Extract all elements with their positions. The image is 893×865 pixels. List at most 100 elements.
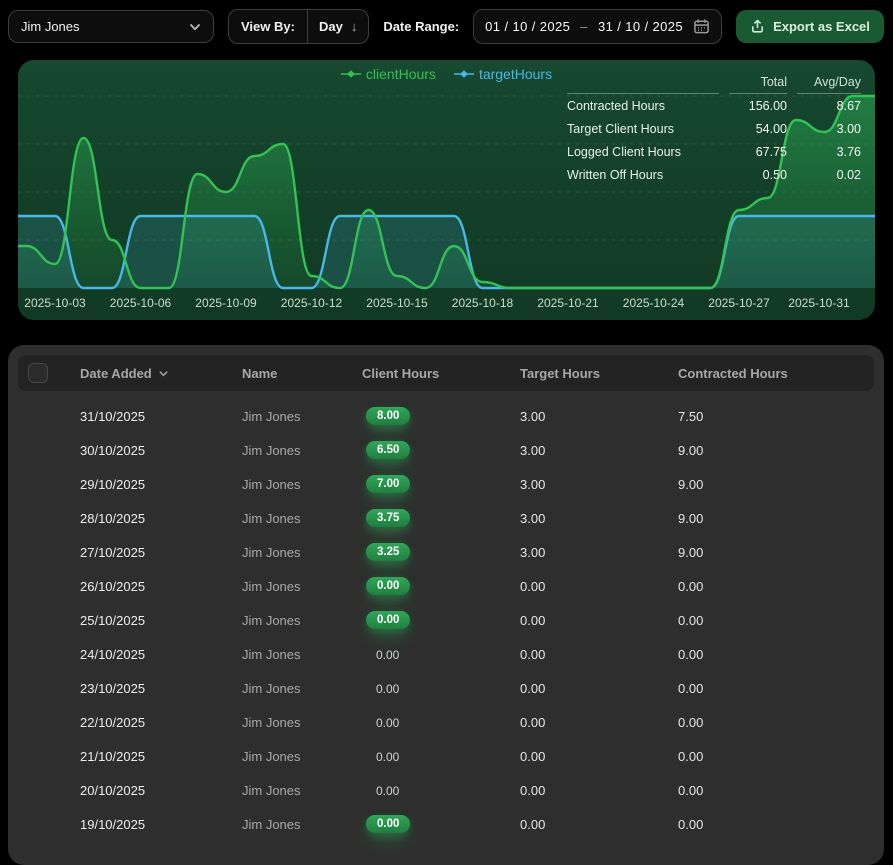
table-row[interactable]: 23/10/2025 Jim Jones 0.00 0.00 0.00: [18, 671, 874, 705]
stats-total-value: 54.00: [755, 121, 787, 136]
date-range-input[interactable]: 01 / 10 / 2025 – 31 / 10 / 2025: [473, 9, 723, 44]
cell-target-hours: 0.00: [520, 782, 546, 798]
cell-client-hours: 0.00: [362, 647, 520, 662]
date-range-end: 31 / 10 / 2025: [597, 19, 684, 34]
table-row[interactable]: 26/10/2025 Jim Jones 0.00 0.00 0.00: [18, 569, 874, 603]
client-hours-value: 0.00: [376, 749, 400, 764]
table-body: 31/10/2025 Jim Jones 8.00 3.00 7.50 30/10/202…: [8, 399, 884, 841]
stats-avg-value: 3.76: [836, 144, 861, 159]
table-row[interactable]: 31/10/2025 Jim Jones 8.00 3.00 7.50: [18, 399, 874, 433]
cell-contracted-hours: 0.00: [678, 714, 704, 730]
client-hours-value: 0.00: [376, 647, 400, 662]
person-select-value: Jim Jones: [21, 19, 80, 34]
stats-avg-value: 0.02: [836, 167, 861, 182]
column-header-date-added[interactable]: Date Added: [80, 366, 242, 381]
cell-date-added: 28/10/2025: [80, 510, 146, 526]
x-axis-tick: 2025-10-15: [366, 296, 428, 310]
client-hours-badge: 3.75: [366, 509, 411, 527]
hours-area-chart[interactable]: [18, 60, 875, 292]
person-select[interactable]: Jim Jones: [8, 10, 214, 43]
cell-client-hours: 3.75: [362, 509, 520, 527]
table-row[interactable]: 25/10/2025 Jim Jones 0.00 0.00 0.00: [18, 603, 874, 637]
x-axis-tick: 2025-10-27: [708, 296, 770, 310]
cell-client-hours: 0.00: [362, 681, 520, 696]
cell-name: Jim Jones: [242, 510, 301, 526]
cell-name: Jim Jones: [242, 680, 301, 696]
table-row[interactable]: 19/10/2025 Jim Jones 0.00 0.00 0.00: [18, 807, 874, 841]
cell-date-added: 24/10/2025: [80, 646, 146, 662]
cell-target-hours: 0.00: [520, 680, 546, 696]
x-axis-tick: 2025-10-03: [24, 296, 86, 310]
table-row[interactable]: 27/10/2025 Jim Jones 3.25 3.00 9.00: [18, 535, 874, 569]
chart-legend: clientHours targetHours: [18, 66, 875, 82]
cell-client-hours: 0.00: [362, 783, 520, 798]
stats-total-value: 0.50: [762, 167, 787, 182]
cell-name: Jim Jones: [242, 476, 301, 492]
cell-contracted-hours: 0.00: [678, 646, 704, 662]
column-header-contracted-hours[interactable]: Contracted Hours: [678, 365, 788, 381]
select-all-checkbox[interactable]: [28, 363, 48, 383]
view-by-group: View By: Day ↓: [228, 9, 370, 44]
cell-client-hours: 7.00: [362, 475, 520, 493]
column-header-target-hours[interactable]: Target Hours: [520, 365, 600, 381]
table-row[interactable]: 29/10/2025 Jim Jones 7.00 3.00 9.00: [18, 467, 874, 501]
column-header-client-hours[interactable]: Client Hours: [362, 365, 440, 381]
stats-total-value: 67.75: [755, 144, 787, 159]
table-row[interactable]: 24/10/2025 Jim Jones 0.00 0.00 0.00: [18, 637, 874, 671]
stats-header-avg-day: Avg/Day: [797, 70, 861, 94]
legend-item-targetHours[interactable]: targetHours: [453, 66, 552, 82]
cell-name: Jim Jones: [242, 612, 301, 628]
legend-item-clientHours[interactable]: clientHours: [340, 66, 436, 82]
date-range-separator: –: [580, 19, 588, 34]
cell-contracted-hours: 7.50: [678, 408, 704, 424]
client-hours-area: [18, 96, 875, 288]
stats-avg-value: 3.00: [836, 121, 861, 136]
cell-date-added: 25/10/2025: [80, 612, 146, 628]
client-hours-badge: 8.00: [366, 407, 411, 425]
legend-line-icon: [340, 70, 361, 78]
table-row[interactable]: 28/10/2025 Jim Jones 3.75 3.00 9.00: [18, 501, 874, 535]
date-range-start: 01 / 10 / 2025: [485, 19, 571, 34]
table-row[interactable]: 21/10/2025 Jim Jones 0.00 0.00 0.00: [18, 739, 874, 773]
table-row[interactable]: 20/10/2025 Jim Jones 0.00 0.00 0.00: [18, 773, 874, 807]
calendar-icon[interactable]: [693, 18, 710, 35]
cell-target-hours: 0.00: [520, 578, 546, 594]
stats-total-value: 156.00: [748, 98, 787, 113]
client-hours-badge: 6.50: [366, 441, 411, 459]
stats-row-label: Target Client Hours: [567, 121, 674, 136]
cell-name: Jim Jones: [242, 442, 301, 458]
cell-contracted-hours: 0.00: [678, 816, 704, 832]
cell-date-added: 22/10/2025: [80, 714, 146, 730]
x-axis-tick: 2025-10-31: [788, 296, 850, 310]
client-hours-badge: 7.00: [366, 475, 411, 493]
cell-target-hours: 0.00: [520, 816, 546, 832]
cell-contracted-hours: 9.00: [678, 510, 704, 526]
table-row[interactable]: 22/10/2025 Jim Jones 0.00 0.00 0.00: [18, 705, 874, 739]
cell-client-hours: 0.00: [362, 715, 520, 730]
view-by-select[interactable]: Day ↓: [308, 10, 368, 43]
cell-client-hours: 0.00: [362, 611, 520, 629]
cell-date-added: 21/10/2025: [80, 748, 146, 764]
cell-name: Jim Jones: [242, 816, 301, 832]
cell-contracted-hours: 9.00: [678, 476, 704, 492]
cell-date-added: 27/10/2025: [80, 544, 146, 560]
stats-row-label: Logged Client Hours: [567, 144, 681, 159]
client-hours-badge: 3.25: [366, 543, 411, 561]
cell-client-hours: 0.00: [362, 749, 520, 764]
x-axis-tick: 2025-10-24: [622, 296, 685, 310]
export-excel-button[interactable]: Export as Excel: [736, 10, 884, 43]
chevron-down-icon: [190, 23, 200, 30]
cell-name: Jim Jones: [242, 748, 301, 764]
cell-date-added: 23/10/2025: [80, 680, 146, 696]
column-header-name[interactable]: Name: [242, 365, 278, 381]
cell-name: Jim Jones: [242, 544, 301, 560]
cell-name: Jim Jones: [242, 578, 301, 594]
cell-target-hours: 3.00: [520, 442, 546, 458]
cell-contracted-hours: 0.00: [678, 612, 704, 628]
cell-contracted-hours: 9.00: [678, 544, 704, 560]
table-row[interactable]: 30/10/2025 Jim Jones 6.50 3.00 9.00: [18, 433, 874, 467]
x-axis-tick: 2025-10-09: [195, 296, 257, 310]
x-axis-tick: 2025-10-06: [109, 296, 172, 310]
client-hours-badge: 0.00: [366, 577, 411, 595]
client-hours-value: 0.00: [376, 681, 400, 696]
